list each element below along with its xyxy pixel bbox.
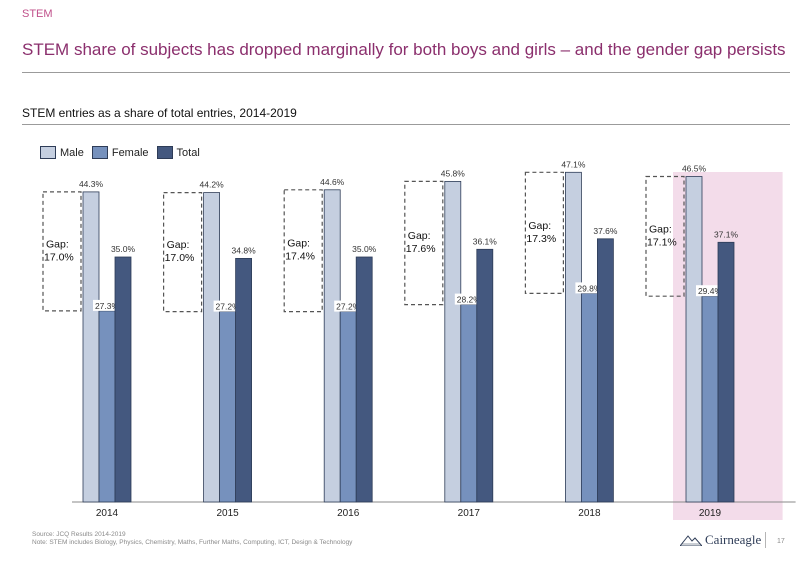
logo-text: Cairneagle — [705, 532, 762, 547]
cairneagle-logo: Cairneagle — [680, 532, 761, 548]
bar-total-2016 — [355, 256, 373, 503]
bar-total-2017 — [476, 248, 494, 503]
data-label-male-2015: 44.2% — [200, 180, 225, 190]
gap-label-2019: Gap: 17.1% — [647, 223, 677, 248]
category-label-2016: 2016 — [337, 508, 360, 519]
data-label-bg-female-2017 — [454, 293, 483, 305]
data-label-female-2017: 28.2% — [457, 295, 482, 305]
legend-label-total: Total — [176, 146, 200, 159]
definition-note: Note: STEM includes Biology, Physics, Ch… — [32, 539, 353, 546]
data-label-total-2014: 35.0% — [111, 244, 136, 254]
bar-male-2014 — [82, 191, 100, 503]
gap-label-2014: Gap: 17.0% — [44, 238, 74, 263]
source-note: Source: JCQ Results 2014-2019 — [32, 531, 126, 538]
data-label-female-2019: 29.4% — [698, 286, 723, 296]
data-label-bg-female-2014 — [93, 299, 121, 311]
data-label-total-2019: 37.1% — [714, 229, 739, 239]
data-label-total-2018: 37.6% — [593, 226, 618, 236]
category-label-2019: 2019 — [699, 508, 722, 519]
gap-box-2019 — [645, 175, 685, 297]
data-label-female-2016: 27.2% — [336, 302, 361, 312]
gap-label-2017: Gap: 17.6% — [406, 230, 436, 255]
footnotes: Source: JCQ Results 2014-2019 Note: STEM… — [32, 531, 352, 547]
data-label-bg-female-2015 — [213, 300, 242, 312]
category-label-2014: 2014 — [96, 508, 119, 519]
chart-legend: Male Female Total — [40, 146, 200, 159]
bar-male-2015 — [203, 192, 221, 503]
gap-label-2016: Gap: 17.4% — [285, 238, 315, 263]
bar-male-2018 — [565, 171, 582, 503]
bar-female-2016 — [339, 311, 357, 503]
legend-label-female: Female — [111, 146, 149, 159]
page-number: 17 — [777, 538, 785, 545]
data-label-total-2016: 35.0% — [352, 244, 377, 254]
data-label-bg-female-2019 — [696, 285, 724, 297]
legend-item-total: Total — [156, 146, 200, 159]
chart-title-divider — [22, 124, 790, 125]
legend-item-female: Female — [91, 146, 149, 159]
data-label-male-2017: 45.8% — [441, 168, 466, 178]
headline-divider — [22, 72, 790, 73]
gap-box-2016 — [283, 189, 323, 313]
data-label-total-2017: 36.1% — [473, 236, 498, 246]
bar-female-2015 — [219, 311, 237, 503]
legend-label-male: Male — [60, 146, 84, 159]
category-label-2015: 2015 — [216, 508, 239, 519]
data-label-male-2016: 44.6% — [320, 177, 345, 187]
slide-headline: STEM share of subjects has dropped margi… — [22, 40, 786, 59]
data-label-male-2019: 46.5% — [682, 164, 707, 174]
legend-item-male: Male — [40, 146, 84, 159]
category-label-2017: 2017 — [458, 508, 481, 519]
bar-male-2019 — [685, 176, 703, 503]
bar-total-2018 — [597, 238, 614, 503]
data-label-male-2018: 47.1% — [561, 159, 586, 169]
gap-box-2015 — [163, 192, 203, 313]
mountain-icon — [680, 535, 702, 546]
bar-female-2017 — [460, 304, 478, 503]
data-label-bg-female-2016 — [334, 300, 363, 312]
bar-total-2014 — [114, 256, 132, 503]
bar-male-2017 — [444, 180, 462, 503]
bar-male-2016 — [323, 189, 341, 503]
bar-total-2019 — [717, 241, 735, 503]
data-label-female-2018: 29.8% — [577, 283, 602, 293]
category-label-2018: 2018 — [578, 508, 601, 519]
gap-box-2014 — [42, 191, 82, 312]
gap-label-2018: Gap: 17.3% — [526, 220, 556, 245]
gap-box-2017 — [404, 180, 444, 306]
footer-divider — [765, 532, 766, 548]
bar-female-2019 — [701, 295, 719, 503]
gap-label-2015: Gap: 17.0% — [165, 239, 195, 264]
legend-swatch-female — [91, 146, 108, 159]
bar-total-2015 — [235, 257, 253, 503]
data-label-female-2014: 27.3% — [95, 301, 120, 311]
gap-box-2018 — [524, 171, 565, 295]
legend-swatch-total — [156, 146, 173, 159]
bar-female-2014 — [98, 310, 116, 503]
data-label-female-2015: 27.2% — [216, 302, 241, 312]
section-tag: STEM — [22, 8, 53, 20]
data-label-bg-female-2018 — [575, 282, 604, 294]
bar-female-2018 — [581, 292, 598, 503]
chart-title: STEM entries as a share of total entries… — [22, 106, 297, 120]
data-label-male-2014: 44.3% — [79, 179, 104, 189]
data-label-total-2015: 34.8% — [232, 245, 257, 255]
legend-swatch-male — [40, 146, 56, 159]
